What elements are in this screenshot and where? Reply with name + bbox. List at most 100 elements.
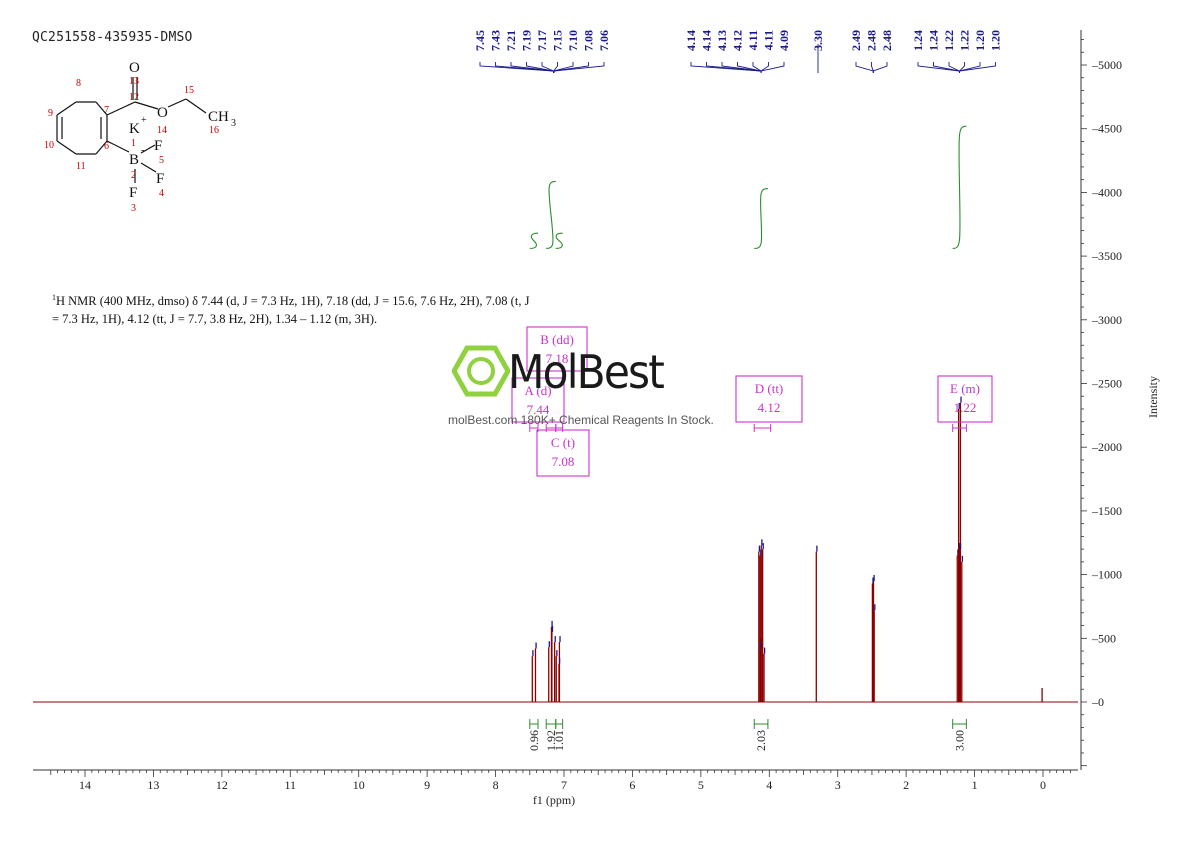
peak-label: 7.19 xyxy=(520,30,534,51)
y-tick-label: –2000 xyxy=(1091,440,1122,454)
atom-k: K xyxy=(129,121,140,137)
integral-curve xyxy=(952,125,967,250)
atom-number: 11 xyxy=(76,161,86,172)
integral-curve xyxy=(555,232,563,250)
x-tick-label: 5 xyxy=(698,778,704,792)
y-tick-label: –3500 xyxy=(1091,249,1122,263)
x-axis-label: f1 (ppm) xyxy=(533,793,575,807)
x-tick-label: 9 xyxy=(424,778,430,792)
y-tick-label: –1000 xyxy=(1091,568,1122,582)
integral-value: 1.01 xyxy=(552,730,566,751)
peak-label: 1.20 xyxy=(989,30,1003,51)
peak-label-connector xyxy=(526,62,555,73)
x-tick-label: 10 xyxy=(353,778,365,792)
peak-label-connector xyxy=(948,62,960,73)
peak-label: 4.12 xyxy=(731,30,745,51)
atom-f3: F xyxy=(129,185,137,201)
atom-number: 2 xyxy=(131,170,136,181)
sample-id: QC251558-435935-DMSO xyxy=(32,30,193,45)
x-tick-label: 0 xyxy=(1040,778,1046,792)
multiplet-shift: 4.12 xyxy=(758,400,781,415)
atom-o-ether: O xyxy=(157,105,168,121)
atom-number: 14 xyxy=(157,125,167,136)
peak-label: 2.49 xyxy=(849,30,863,51)
peak-label: 1.20 xyxy=(973,30,987,51)
peak-label: 4.14 xyxy=(700,30,714,51)
atom-f4: F xyxy=(156,171,164,187)
atom-ch3-subscript: 3 xyxy=(231,118,236,129)
y-tick-label: –4000 xyxy=(1091,185,1122,199)
multiplet-shift: 7.08 xyxy=(552,454,575,469)
peak-label: 4.09 xyxy=(777,30,791,51)
x-tick-label: 14 xyxy=(79,778,91,792)
peak-label-connector xyxy=(933,62,960,73)
multiplet-label: D (tt) xyxy=(755,381,784,396)
peak-label: 4.11 xyxy=(762,30,776,50)
atom-number: 13 xyxy=(129,76,139,87)
y-tick-label: –1500 xyxy=(1091,504,1122,518)
multiplet-label: B (dd) xyxy=(540,332,574,347)
peak-labels: 7.45 7.43 7.21 7.19 7.17 7.15 7.10 7.08 7.06 4.14… xyxy=(473,30,1003,73)
chemical-structure: O O K + B - F F F CH 3 13 12 15 8 7 9 14… xyxy=(44,60,236,214)
peak-label: 4.14 xyxy=(684,30,698,51)
peak-label: 3.30 xyxy=(811,30,825,51)
y-axis-label: Intensity xyxy=(1146,376,1160,418)
multiplet-label: A (d) xyxy=(524,383,551,398)
peak-label-connector xyxy=(872,62,888,73)
atom-number: 8 xyxy=(76,78,81,89)
y-tick-label: –0 xyxy=(1091,695,1104,709)
x-tick-label: 7 xyxy=(561,778,567,792)
peak-label-connector xyxy=(541,62,555,73)
multiplet-box xyxy=(511,377,565,423)
peak-label: 7.45 xyxy=(473,30,487,51)
y-tick-label: –3000 xyxy=(1091,313,1122,327)
y-tick-label: –2500 xyxy=(1091,377,1122,391)
atom-number: 7 xyxy=(104,105,109,116)
peak-label: 2.48 xyxy=(880,30,894,51)
peak-label: 1.22 xyxy=(958,30,972,51)
x-tick-label: 1 xyxy=(972,778,978,792)
integral-value: 1.92 xyxy=(544,730,558,751)
multiplet-box xyxy=(735,375,803,423)
integral-value: 0.96 xyxy=(527,730,541,751)
atom-number: 6 xyxy=(104,141,109,152)
peak-label: 7.43 xyxy=(489,30,503,51)
atom-number: 12 xyxy=(129,92,139,103)
peak-label-connector xyxy=(553,62,589,73)
x-tick-label: 2 xyxy=(903,778,909,792)
atom-o-carbonyl: O xyxy=(129,60,140,76)
y-tick-label: –500 xyxy=(1091,631,1116,645)
peak-label: 7.15 xyxy=(551,30,565,51)
spectrum xyxy=(33,396,1078,703)
atom-k-charge: + xyxy=(141,115,147,126)
x-tick-label: 8 xyxy=(493,778,499,792)
atom-b: B xyxy=(129,152,139,168)
multiplet-label: C (t) xyxy=(551,435,575,450)
atom-number: 3 xyxy=(131,203,136,214)
peak-label: 7.21 xyxy=(504,30,518,51)
peak-label-connector xyxy=(917,62,960,73)
atom-ch3: CH xyxy=(208,109,229,125)
multiplet-label: E (m) xyxy=(950,381,980,396)
nmr-description: 1H NMR (400 MHz, dmso) δ 7.44 (d, J = 7.… xyxy=(52,289,632,328)
peak-label: 7.17 xyxy=(535,30,549,51)
multiplet-boxes: A (d) 7.44 B (dd) 7.18 C (t) 7.08 D (tt) 4.12 E … xyxy=(511,326,993,477)
atom-b-charge: - xyxy=(141,144,145,156)
peak-label-connector xyxy=(553,62,605,73)
integral-value: 2.03 xyxy=(754,730,768,751)
x-tick-label: 12 xyxy=(216,778,228,792)
x-tick-label: 3 xyxy=(835,778,841,792)
multiplet-box xyxy=(937,375,993,423)
peak-label: 7.10 xyxy=(566,30,580,51)
x-tick-label: 11 xyxy=(285,778,297,792)
peak-label: 4.11 xyxy=(746,30,760,50)
multiplet-shift: 7.18 xyxy=(546,351,569,366)
description-line-1: H NMR (400 MHz, dmso) δ 7.44 (d, J = 7.3… xyxy=(56,294,530,309)
peak-label: 2.48 xyxy=(865,30,879,51)
atom-number: 10 xyxy=(44,140,54,151)
y-tick-label: –4500 xyxy=(1091,122,1122,136)
x-axis: 14 13 12 11 10 9 8 7 6 5 4 3 2 1 0 xyxy=(33,769,1078,792)
x-tick-label: 6 xyxy=(629,778,635,792)
